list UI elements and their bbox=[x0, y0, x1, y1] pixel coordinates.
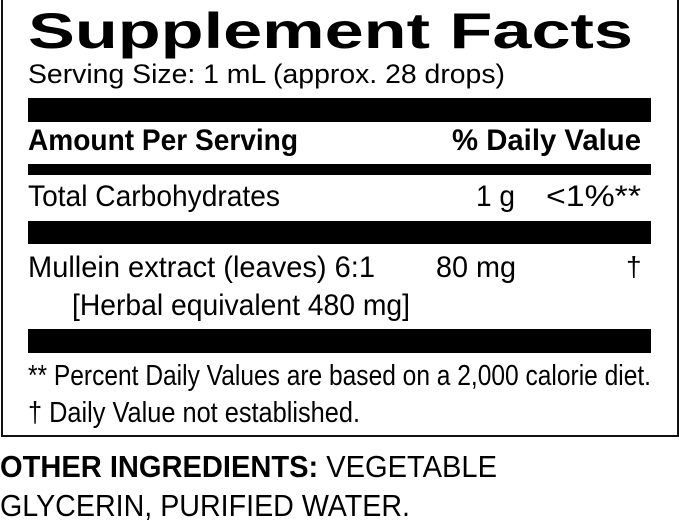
other-ingredients-text: VEGETABLE bbox=[318, 449, 497, 484]
nutrient-amount: 1 g bbox=[476, 180, 515, 213]
footnote-percent-dv: ** Percent Daily Values are based on a 2… bbox=[28, 360, 651, 392]
nutrient-daily-value: <1%** bbox=[546, 180, 641, 213]
divider-thick bbox=[28, 221, 651, 244]
other-ingredients-line1: OTHER INGREDIENTS: VEGETABLE bbox=[0, 451, 497, 482]
ingredient-amount: 80 mg bbox=[436, 251, 516, 284]
divider-medium bbox=[28, 164, 651, 175]
daily-value-header: % Daily Value bbox=[452, 124, 641, 157]
amount-per-serving-header: Amount Per Serving bbox=[28, 124, 298, 157]
other-ingredients-label: OTHER INGREDIENTS: bbox=[0, 449, 319, 484]
divider-thick bbox=[28, 329, 651, 353]
serving-size: Serving Size: 1 mL (approx. 28 drops) bbox=[28, 59, 505, 89]
herbal-equivalent: [Herbal equivalent 480 mg] bbox=[72, 289, 410, 322]
divider-thick bbox=[28, 98, 651, 122]
ingredient-daily-value: † bbox=[626, 251, 642, 282]
supplement-facts-panel bbox=[1, 0, 679, 437]
panel-title: Supplement Facts bbox=[28, 3, 633, 59]
footnote-dv-not-established: † Daily Value not established. bbox=[28, 397, 360, 429]
ingredient-name: Mullein extract (leaves) 6:1 bbox=[28, 251, 375, 284]
other-ingredients-line2: GLYCERIN, PURIFIED WATER. bbox=[0, 488, 410, 523]
nutrient-name: Total Carbohydrates bbox=[28, 180, 280, 213]
